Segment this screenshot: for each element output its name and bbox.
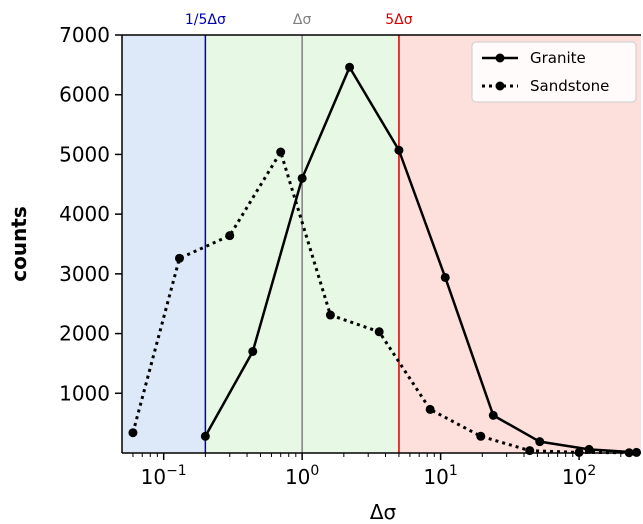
y-tick-label-3: 4000 xyxy=(59,202,110,226)
series-point-sandstone-1 xyxy=(174,253,184,263)
series-point-sandstone-7 xyxy=(476,431,486,441)
x-tick-label-0: 10−1 xyxy=(141,463,187,489)
x-tick-label-2: 101 xyxy=(423,463,457,489)
axes: 1000 2000 3000 4000 5000 6000 7000 10−1 100 101 10… xyxy=(59,23,641,489)
series-point-granite-3 xyxy=(345,62,355,72)
series-point-sandstone-3 xyxy=(276,147,286,157)
y-tick-label-1: 2000 xyxy=(59,322,110,346)
y-tick-label-0: 1000 xyxy=(59,381,110,405)
legend-label-sandstone: Sandstone xyxy=(530,77,609,95)
series-point-granite-2 xyxy=(297,173,307,183)
series-point-granite-7 xyxy=(535,437,545,447)
legend-marker-granite xyxy=(495,53,505,63)
series-point-sandstone-2 xyxy=(225,231,235,241)
series-point-granite-1 xyxy=(248,346,258,356)
region-band-2 xyxy=(398,35,641,453)
legend: Granite Sandstone xyxy=(471,41,637,103)
reference-lines: 1/5Δσ Δσ 5Δσ xyxy=(185,12,413,453)
series-point-sandstone-8 xyxy=(525,446,535,456)
vline-label-2: 5Δσ xyxy=(385,12,412,28)
y-tick-label-5: 6000 xyxy=(59,83,110,107)
vline-label-0: 1/5Δσ xyxy=(185,12,226,28)
vline-label-1: Δσ xyxy=(293,12,312,28)
data-series xyxy=(128,62,642,458)
series-point-granite-4 xyxy=(394,145,404,155)
y-axis-title: counts xyxy=(7,206,31,282)
series-point-granite-5 xyxy=(440,272,450,282)
legend-marker-sandstone xyxy=(495,81,505,91)
series-point-granite-6 xyxy=(488,410,498,420)
x-tick-label-1: 100 xyxy=(285,463,319,489)
y-tick-label-4: 5000 xyxy=(59,142,110,166)
x-axis-title: Δσ xyxy=(370,500,397,524)
legend-label-granite: Granite xyxy=(530,49,586,67)
series-point-sandstone-5 xyxy=(374,327,384,337)
series-point-sandstone-6 xyxy=(425,404,435,414)
series-line-granite xyxy=(204,65,637,454)
y-tick-label-2: 3000 xyxy=(59,262,110,286)
series-point-sandstone-4 xyxy=(325,310,335,320)
series-point-sandstone-0 xyxy=(128,428,138,438)
y-tick-label-6: 7000 xyxy=(59,23,110,47)
series-point-granite-0 xyxy=(200,431,210,441)
x-tick-label-3: 102 xyxy=(562,463,596,489)
region-band-0 xyxy=(122,35,206,453)
